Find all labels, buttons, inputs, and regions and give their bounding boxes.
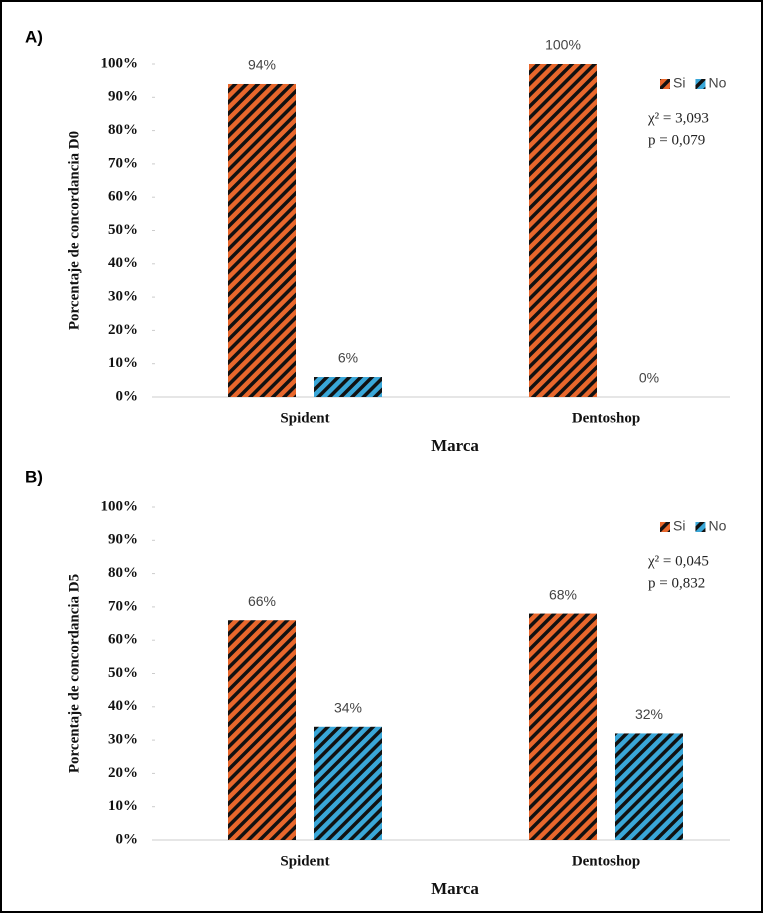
bar [529,64,597,397]
y-tick-label: 20% [108,322,138,338]
y-tick-label: 40% [108,255,138,271]
y-tick-label: 20% [108,765,138,781]
legend-swatch [660,522,670,532]
legend-swatch [660,79,670,89]
value-label: 34% [334,699,362,715]
y-tick-label: 80% [108,565,138,581]
y-tick-label: 60% [108,189,138,205]
y-tick-label: 100% [101,55,139,71]
legend-label: No [708,518,726,534]
y-axis-label: Porcentaje de concordancia D5 [66,574,82,773]
annotation: p = 0,832 [648,575,705,591]
value-label: 0% [639,370,659,386]
y-tick-label: 10% [108,798,138,814]
value-label: 66% [248,593,276,609]
value-label: 32% [635,706,663,722]
panel-label: B) [25,467,43,486]
y-tick-label: 100% [101,498,139,514]
x-tick-label: Spident [280,410,329,426]
value-label: 6% [338,350,358,366]
annotation: p = 0,079 [648,132,705,148]
y-tick-label: 0% [116,831,139,847]
value-label: 100% [545,37,581,53]
x-tick-label: Dentoshop [572,853,640,869]
annotation: χ² = 3,093 [647,110,709,126]
y-tick-label: 60% [108,632,138,648]
y-axis-label: Porcentaje de concordancia D0 [66,131,82,330]
legend-swatch [695,522,706,532]
y-tick-label: 80% [108,122,138,138]
y-tick-label: 30% [108,732,138,748]
bar [529,613,597,840]
legend-swatch [695,79,706,89]
y-tick-label: 70% [108,598,138,614]
bar [228,620,296,840]
bar [314,726,382,840]
bar [615,733,683,840]
y-tick-label: 90% [108,89,138,105]
bar [228,83,296,397]
y-tick-label: 0% [116,388,139,404]
value-label: 94% [248,57,276,73]
y-tick-label: 50% [108,665,138,681]
legend-label: Si [673,518,685,534]
annotation: χ² = 0,045 [647,553,709,569]
value-label: 68% [549,586,577,602]
y-tick-label: 40% [108,698,138,714]
x-axis-label: Marca [431,879,479,898]
x-tick-label: Spident [280,853,329,869]
y-tick-label: 50% [108,222,138,238]
legend-label: No [708,75,726,91]
bar [314,377,382,397]
y-tick-label: 30% [108,289,138,305]
y-tick-label: 70% [108,155,138,171]
panel-label: A) [25,27,43,46]
y-tick-label: 10% [108,355,138,371]
y-tick-label: 90% [108,532,138,548]
x-tick-label: Dentoshop [572,410,640,426]
legend-label: Si [673,75,685,91]
x-axis-label: Marca [431,436,479,455]
